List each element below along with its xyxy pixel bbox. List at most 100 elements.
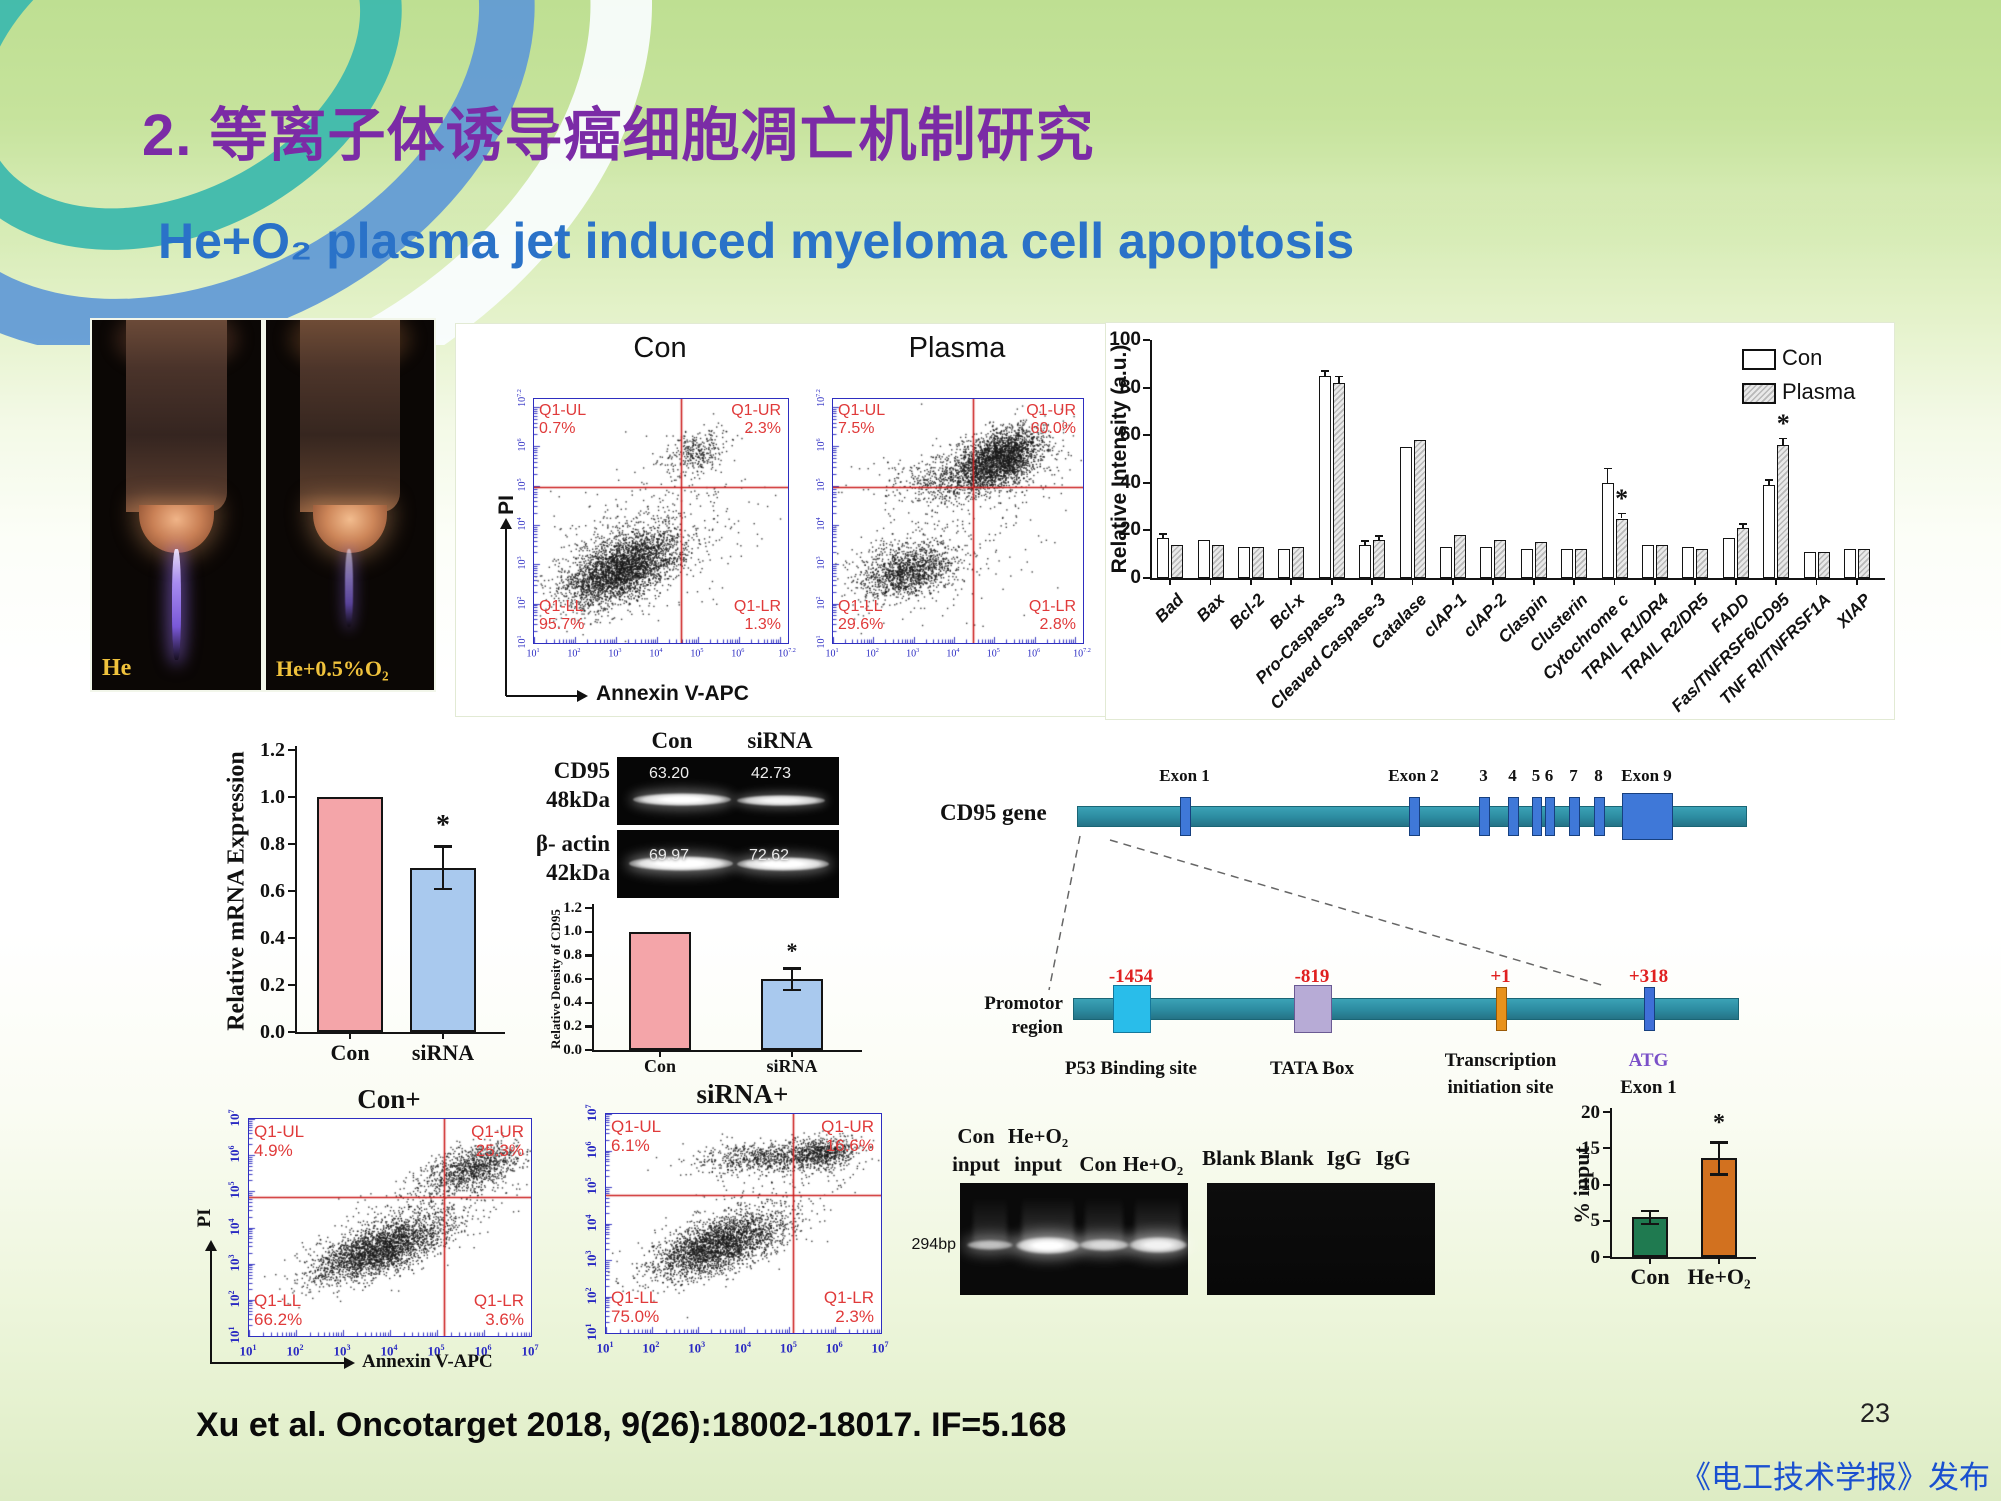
x-axis-line: [592, 1050, 862, 1053]
quadrant-label-q1-ll: Q1-LL 66.2%: [254, 1291, 303, 1330]
y-tick-label: 0.8: [260, 833, 285, 855]
x-category-label: Con: [330, 1040, 370, 1065]
gel-lane-label: Blank: [1202, 1146, 1256, 1170]
y-tick-mark: [288, 1031, 295, 1034]
x-tick-label: 104: [946, 647, 960, 660]
wb-band: [629, 856, 733, 871]
gene-exon-box-3: [1479, 797, 1490, 836]
y-tick-label: 107.2: [814, 389, 828, 407]
x-tick-label: 106: [474, 1343, 492, 1359]
promoter-bar: [1073, 998, 1739, 1020]
y-tick-label: 101: [226, 1326, 243, 1344]
photo-he-jet: He: [92, 320, 261, 690]
gene-exon-label-1: Exon 1: [1159, 766, 1210, 785]
y-tick-label: 0.0: [260, 1021, 285, 1043]
quadrant-label-q1-ur: Q1-UR 25.3%: [471, 1122, 524, 1161]
significance-star: *: [1776, 408, 1790, 438]
y-tick-label: 100: [1109, 329, 1141, 350]
gel-band: [1129, 1237, 1187, 1253]
x-tick-mark: [1856, 580, 1858, 585]
wb-band: [737, 795, 825, 806]
promoter-site-box-3: [1496, 987, 1507, 1031]
error-bar-line: [791, 968, 793, 990]
x-tick-mark: [1250, 580, 1252, 585]
scatter-plot-sirna_plus: [605, 1113, 882, 1334]
x-axis-arrow-shaft: [506, 695, 578, 697]
x-tick-mark: [659, 1052, 661, 1057]
y-tick-mark: [288, 796, 295, 799]
x-tick-mark: [1734, 580, 1737, 585]
error-bar-cap: [1738, 523, 1747, 526]
bar-plasma-11: [1615, 518, 1628, 578]
nozzle-body: [125, 320, 228, 513]
y-tick-label: 60: [1119, 424, 1141, 446]
y-tick-mark: [1143, 481, 1150, 484]
error-bar-cap: [1320, 369, 1329, 372]
x-category-label: siRNA: [411, 1040, 475, 1065]
bar-con: [629, 931, 691, 1050]
scatter-plot-con_top: [533, 398, 789, 644]
photo-label-he: He: [102, 655, 132, 681]
bar-con-8: [1480, 547, 1493, 578]
significance-star: *: [1615, 483, 1629, 513]
wb-row1-protein: CD95: [553, 758, 610, 783]
y-tick-mark: [585, 954, 592, 957]
gene-exon-box-9: [1622, 793, 1673, 840]
quadrant-label-q1-ul: Q1-UL 7.5%: [838, 402, 886, 437]
bar-con-16: [1803, 551, 1816, 578]
x-axis-arrowhead-icon: [344, 1357, 355, 1369]
gene-exon-box-6: [1545, 797, 1555, 836]
y-tick-mark: [585, 978, 592, 981]
scatter-plot-plasma_top: [832, 398, 1084, 644]
gene-exon-label-7: 7: [1569, 766, 1578, 785]
bar-sirna: [410, 867, 476, 1032]
quadrant-label-q1-ur: Q1-UR 2.3%: [731, 402, 781, 437]
promoter-position-label: -819: [1294, 966, 1330, 987]
x-category-label: Con: [1630, 1264, 1670, 1289]
y-tick-label: 103: [515, 556, 529, 570]
y-axis-title: Relative Density of CD95: [548, 909, 563, 1049]
slide-subtitle: He+O₂ plasma jet induced myeloma cell ap…: [158, 213, 1355, 269]
gene-label: CD95 gene: [940, 800, 1047, 825]
gel-lane-label: He+O₂: [1122, 1152, 1184, 1176]
quadrant-label-q1-ul: Q1-UL 4.9%: [254, 1122, 305, 1161]
nozzle-body: [299, 320, 401, 513]
error-bar-cap: [1361, 540, 1370, 542]
y-tick-label: 107: [226, 1109, 243, 1127]
wb-band-value: 63.20: [649, 765, 690, 782]
y-tick-label: 0.2: [260, 974, 285, 996]
y-tick-mark: [1603, 1256, 1610, 1259]
x-tick-label: 105: [986, 647, 1000, 660]
error-bar-line: [1718, 1142, 1720, 1175]
x-tick-label: 103: [906, 647, 920, 660]
gel-lane-label: Con: [1079, 1152, 1117, 1176]
bar-plasma-14: [1736, 528, 1749, 578]
x-tick-label: 105: [427, 1343, 445, 1359]
y-tick-mark: [288, 984, 295, 987]
x-tick-label: 104: [649, 647, 663, 660]
x-tick-label: 107.2: [778, 647, 796, 660]
quadrant-label-q1-ur: Q1-UR 60.0%: [1026, 402, 1076, 437]
bar-plasma-8: [1494, 539, 1507, 578]
y-tick-mark: [585, 930, 592, 933]
promoter-site-label: ATG: [1628, 1050, 1669, 1071]
quadrant-label-q1-ul: Q1-UL 0.7%: [539, 402, 587, 437]
x-tick-mark: [1815, 580, 1818, 585]
bar-plasma-6: [1413, 439, 1426, 578]
error-bar-line: [1649, 1210, 1651, 1224]
x-axis-line: [1610, 1257, 1756, 1260]
y-tick-label: 20: [1119, 519, 1141, 541]
legend-label-con: Con: [1782, 345, 1823, 370]
y-tick-mark: [585, 1001, 592, 1004]
quadrant-label-q1-ul: Q1-UL 6.1%: [611, 1117, 662, 1156]
error-bar-cap: [1375, 535, 1384, 537]
pi-axis-arrow-shaft: [210, 1250, 212, 1363]
gel-smear: [1085, 1196, 1123, 1242]
gene-exon-box-8: [1594, 797, 1605, 836]
x-tick-mark: [1371, 580, 1373, 585]
scatter-plot-con_plus: [248, 1118, 532, 1337]
quadrant-label-q1-ur: Q1-UR 16.6%: [821, 1117, 874, 1156]
plasma-jet-beam: [344, 549, 354, 628]
bar-plasma-13: [1696, 549, 1709, 578]
y-tick-mark: [1143, 386, 1150, 389]
